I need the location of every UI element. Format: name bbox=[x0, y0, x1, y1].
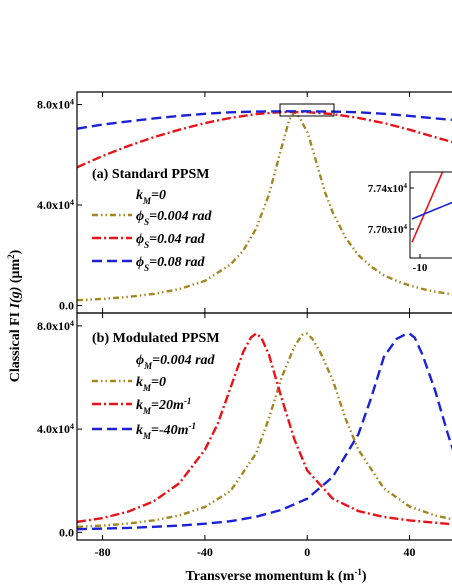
legend-header-a: kM=0 bbox=[136, 188, 166, 206]
legend-header-b: ϕM=0.004 rad bbox=[136, 353, 216, 371]
y-axis-label: Classical FI I(g) (μm2) bbox=[6, 249, 23, 382]
panel-title-a: (a) Standard PPSM bbox=[92, 167, 209, 182]
y-tick-label-b-1: 4.0x104 bbox=[37, 422, 74, 437]
legend-a: kM=0 ϕS=0.004 rad ϕS=0.04 rad ϕS=0.08 rad bbox=[92, 188, 213, 273]
inset-y-tick-label-0: 7.74x104 bbox=[368, 182, 408, 195]
panel-a: 0.0 4.0x104 8.0x104 (a) Standard PPSM kM=0… bbox=[37, 91, 452, 314]
x-tick-label-0: -80 bbox=[95, 545, 111, 559]
y-ticks-b: 0.0 4.0x104 8.0x104 bbox=[37, 318, 82, 539]
y-tick-label-a-0: 0.0 bbox=[59, 298, 74, 312]
panel-title-b: (b) Modulated PPSM bbox=[92, 331, 220, 346]
x-ticks-b: -80 -40 0 40 bbox=[95, 313, 416, 559]
inset-series-layer bbox=[411, 172, 452, 243]
series-line-a-0 bbox=[77, 110, 452, 302]
series-line-a-1 bbox=[77, 110, 452, 169]
y-tick-label-a-2: 8.0x104 bbox=[37, 97, 74, 112]
legend-label-b-0: kM=0 bbox=[136, 375, 166, 393]
legend-label-a-0: ϕS=0.004 rad bbox=[136, 209, 213, 227]
series-line-a-2 bbox=[77, 110, 452, 130]
panel-b: 0.0 4.0x104 8.0x104 -80 -40 0 40 (b) Modulate… bbox=[37, 312, 452, 559]
zoom-box bbox=[279, 103, 335, 117]
legend-label-a-1: ϕS=0.04 rad bbox=[136, 232, 206, 250]
inset-y-tick-label-1: 7.70x104 bbox=[368, 223, 408, 236]
legend-label-b-1: kM=20m-1 bbox=[136, 396, 191, 416]
inset-series-line-0 bbox=[411, 172, 444, 243]
inset-y-ticks: 7.74x104 7.70x104 bbox=[368, 182, 414, 236]
series-line-b-2 bbox=[77, 332, 452, 531]
plot-frame-b bbox=[76, 312, 452, 541]
series-line-b-1 bbox=[77, 332, 452, 526]
series-layer-a bbox=[77, 110, 452, 302]
y-ticks-a: 0.0 4.0x104 8.0x104 bbox=[37, 97, 82, 312]
x-tick-label-1: -40 bbox=[197, 545, 213, 559]
x-axis-label: Transverse momentum k (m-1) bbox=[185, 567, 366, 584]
x-ticks-a bbox=[102, 92, 411, 313]
inset-background bbox=[410, 172, 452, 258]
legend-label-b-2: kM=-40m-1 bbox=[136, 421, 196, 441]
inset-x-tick-label: -10 bbox=[413, 262, 428, 274]
inset: 7.74x104 7.70x104 -10 bbox=[368, 171, 452, 274]
series-layer-b bbox=[77, 332, 452, 531]
x-tick-label-3: 40 bbox=[404, 545, 416, 559]
y-tick-label-a-1: 4.0x104 bbox=[37, 198, 74, 213]
x-tick-label-2: 0 bbox=[304, 545, 310, 559]
y-tick-label-b-2: 8.0x104 bbox=[37, 318, 74, 333]
legend-b: ϕM=0.004 rad kM=0 kM=20m-1 kM=-40m-1 bbox=[92, 353, 216, 441]
legend-label-a-2: ϕS=0.08 rad bbox=[136, 255, 206, 273]
inset-frame bbox=[409, 171, 452, 259]
inset-series-line-1 bbox=[411, 201, 452, 220]
series-line-b-0 bbox=[77, 332, 452, 528]
y-tick-label-b-0: 0.0 bbox=[59, 525, 74, 539]
